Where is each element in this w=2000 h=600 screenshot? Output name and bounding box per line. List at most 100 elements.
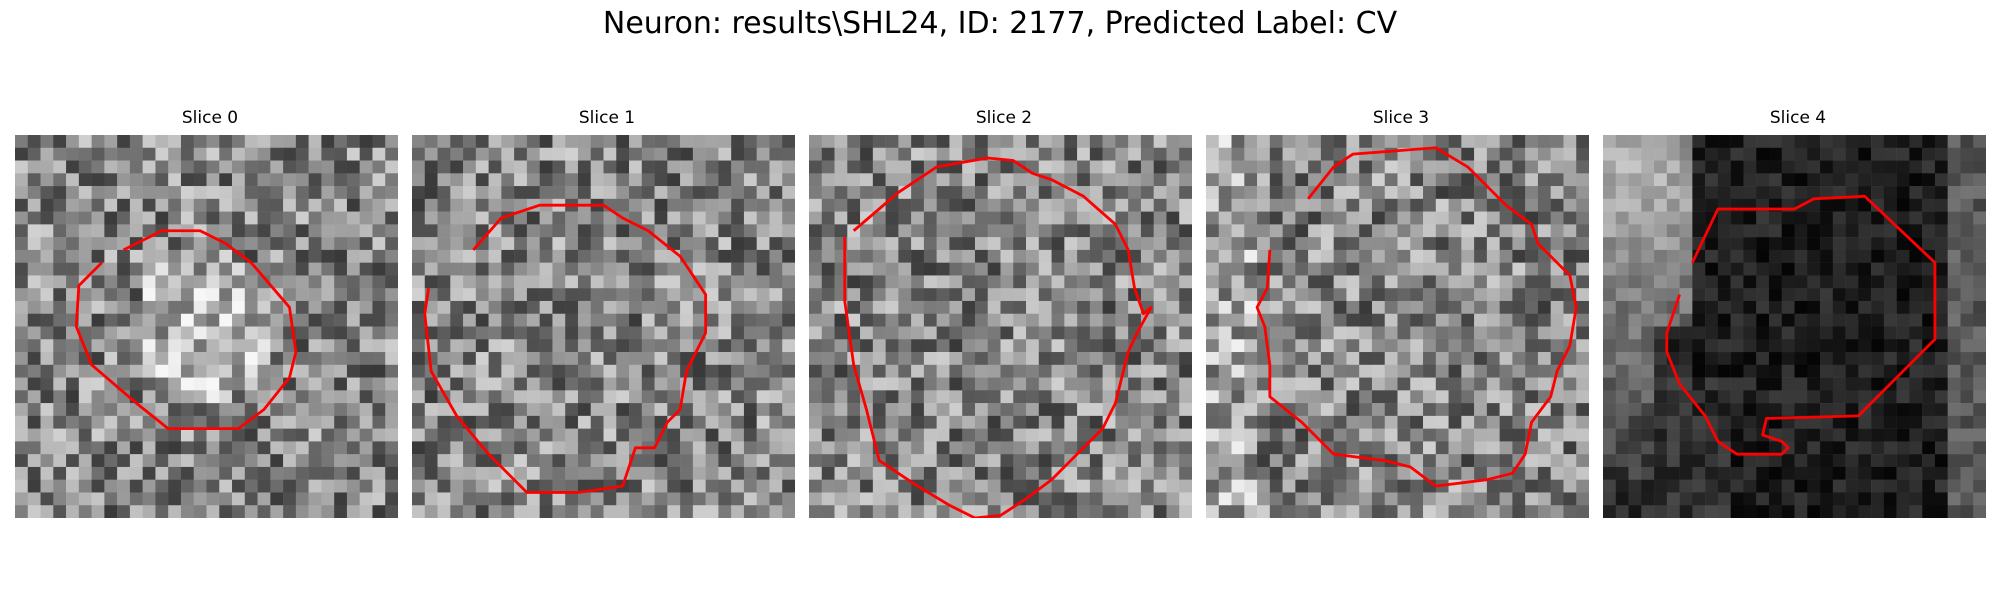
image-pixel [475,198,489,212]
image-pixel [782,326,795,340]
image-pixel [526,326,540,340]
image-pixel [385,313,398,327]
image-pixel [385,466,398,480]
image-pixel [923,237,937,251]
image-pixel [680,160,694,174]
image-pixel [91,479,105,493]
image-pixel [1077,492,1091,506]
image-pixel [923,288,937,302]
image-pixel [834,403,848,417]
image-pixel [872,173,886,187]
image-pixel [1743,237,1757,251]
image-pixel [949,466,963,480]
image-pixel [488,173,502,187]
image-pixel [450,173,464,187]
image-pixel [949,415,963,429]
image-pixel [1102,262,1116,276]
image-pixel [782,198,795,212]
image-pixel [1781,390,1795,404]
image-pixel [437,160,451,174]
image-pixel [1397,352,1411,366]
image-pixel [590,428,604,442]
image-pixel [1295,339,1309,353]
image-pixel [1013,466,1027,480]
image-pixel [1705,454,1719,468]
image-pixel [1537,403,1551,417]
image-pixel [346,198,360,212]
image-pixel [206,160,220,174]
image-pixel [66,377,80,391]
image-pixel [424,237,438,251]
image-pixel [629,377,643,391]
image-pixel [1140,505,1154,518]
image-pixel [463,135,477,149]
image-pixel [1102,377,1116,391]
image-pixel [539,186,553,200]
image-pixel [1371,313,1385,327]
image-pixel [1756,339,1770,353]
image-pixel [872,339,886,353]
image-pixel [321,454,335,468]
image-pixel [1615,211,1629,225]
image-pixel [1115,173,1129,187]
image-pixel [809,186,823,200]
image-pixel [129,352,143,366]
image-pixel [847,275,861,289]
image-pixel [1743,313,1757,327]
image-pixel [1269,288,1283,302]
contour-2 [843,156,1153,518]
image-pixel [219,249,233,263]
image-pixel [1666,441,1680,455]
image-pixel [359,364,373,378]
image-pixel [346,403,360,417]
image-pixel [1550,198,1564,212]
image-pixel [539,173,553,187]
image-pixel [1730,211,1744,225]
image-pixel [923,198,937,212]
image-pixel [359,492,373,506]
image-pixel [1244,326,1258,340]
image-pixel [654,479,668,493]
image-pixel [1845,288,1859,302]
image-pixel [129,186,143,200]
image-pixel [1781,505,1795,518]
image-pixel [295,211,309,225]
image-pixel [257,313,271,327]
image-pixel [1115,160,1129,174]
image-pixel [385,492,398,506]
image-pixel [1641,135,1655,149]
image-pixel [1960,262,1974,276]
image-pixel [1000,339,1014,353]
image-pixel [872,224,886,238]
image-pixel [91,237,105,251]
image-pixel [1244,288,1258,302]
image-pixel [1934,454,1948,468]
image-pixel [244,313,258,327]
image-pixel [1026,364,1040,378]
image-pixel [1756,466,1770,480]
image-pixel [654,352,668,366]
image-pixel [974,415,988,429]
image-pixel [1934,505,1948,518]
image-pixel [412,415,426,429]
image-pixel [1525,403,1539,417]
image-pixel [488,249,502,263]
image-pixel [1832,441,1846,455]
image-pixel [1512,237,1526,251]
image-pixel [1922,147,1936,161]
image-pixel [1692,211,1706,225]
image-pixel [1384,326,1398,340]
image-pixel [1730,186,1744,200]
image-pixel [1615,377,1629,391]
image-pixel [283,403,297,417]
image-pixel [577,275,591,289]
image-pixel [577,479,591,493]
image-pixel [565,339,579,353]
image-pixel [346,288,360,302]
image-pixel [1166,198,1180,212]
image-pixel [1179,390,1192,404]
image-pixel [1512,505,1526,518]
image-pixel [1051,262,1065,276]
image-pixel [1346,160,1360,174]
image-pixel [1576,275,1589,289]
